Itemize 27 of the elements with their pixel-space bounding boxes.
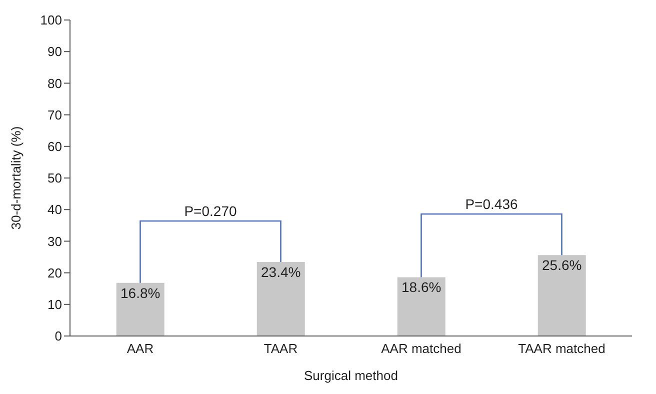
bar xyxy=(538,255,586,336)
y-tick-label: 80 xyxy=(48,76,62,91)
y-tick-label: 0 xyxy=(54,328,62,344)
y-axis-title: 30-d-mortality (%) xyxy=(8,126,24,230)
annotation: P=0.270 xyxy=(184,202,237,219)
y-tick-label: 90 xyxy=(48,44,62,60)
y-tick-label: 100 xyxy=(40,12,62,28)
y-tick-label: 40 xyxy=(48,202,62,218)
x-tick-label: AAR xyxy=(126,341,154,356)
data-label: 16.8% xyxy=(120,284,160,301)
x-tick-label: TAAR xyxy=(264,341,298,356)
annotation: P=0.436 xyxy=(465,196,518,212)
x-tick-label: TAAR matched xyxy=(518,341,606,356)
y-tick-label: 60 xyxy=(48,139,62,154)
y-tick-label: 70 xyxy=(48,107,62,122)
data-label: 18.6% xyxy=(402,279,442,296)
bar xyxy=(116,282,164,336)
data-label: 25.6% xyxy=(542,257,582,274)
data-label: 23.4% xyxy=(261,264,301,280)
bar xyxy=(397,277,446,336)
x-axis-title: Surgical method xyxy=(304,368,398,383)
bar xyxy=(256,262,305,336)
y-tick-label: 50 xyxy=(48,170,62,186)
y-tick-label: 20 xyxy=(48,265,62,280)
y-tick-label: 10 xyxy=(48,297,62,312)
x-tick-label: AAR matched xyxy=(381,341,462,356)
y-tick-label: 30 xyxy=(48,234,62,249)
